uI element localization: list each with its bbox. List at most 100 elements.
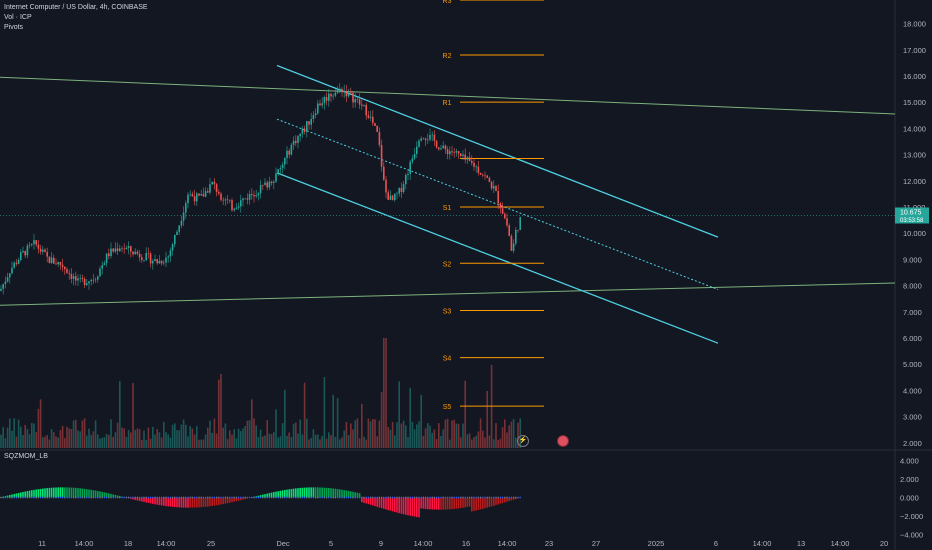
event-icon[interactable] [557,435,569,447]
candle-body [378,132,381,145]
squeeze-dot [462,496,464,499]
squeeze-dot [422,496,424,499]
volume-bar [297,433,299,448]
momentum-bar [31,490,33,498]
price-tick-label: 18.000 [903,20,926,29]
squeeze-dot [299,496,301,499]
candle-body [17,259,20,264]
time-tick-label: 13 [797,539,805,548]
momentum-bar [224,497,227,504]
volume-bars [0,338,521,448]
candle-body [114,248,117,252]
squeeze-dot [317,496,319,499]
squeeze-dot [345,496,347,499]
squeeze-dot [403,496,405,499]
volume-indicator-label[interactable]: Vol · ICP [4,14,32,21]
squeeze-dot [224,496,226,499]
squeeze-dot [271,496,273,499]
squeeze-dot [103,496,105,499]
candle-body [134,251,136,255]
momentum-bar [323,487,326,498]
squeeze-dot [46,496,48,499]
squeeze-dot [370,496,372,499]
axes: 18.000 17.000 16.000 15.000 14.000 13.000 12.0… [38,20,929,548]
momentum-bar [50,487,53,498]
volume-bar [493,439,495,448]
squeeze-dot [484,496,486,499]
momentum-bar [182,497,185,508]
candle-body [209,184,211,193]
squeeze-dot [24,496,26,499]
candle-body [413,153,416,159]
squeeze-dot [262,496,264,499]
price-tick-label: 7.000 [903,308,922,317]
momentum-bar [416,497,418,517]
oscillator-tick-label: −4.000 [900,530,923,539]
candle-body [442,145,444,149]
momentum-bar [229,497,231,503]
squeeze-dot [156,496,158,499]
volume-bar [213,418,216,448]
candle-body [158,260,161,264]
volume-bar [471,439,473,448]
momentum-bar [101,491,103,498]
momentum-bar [75,487,77,498]
candle-body [416,146,418,154]
candle-body [90,279,92,282]
symbol-title[interactable]: Internet Computer / US Dollar, 4h, COINB… [4,4,148,11]
candle-body [79,277,81,279]
momentum-bar [431,497,433,510]
squeeze-dot [136,496,138,499]
oscillator-label[interactable]: SQZMOM_LB [4,453,48,460]
squeeze-dot [438,496,440,499]
momentum-bar [325,487,328,498]
squeeze-dot [394,496,396,499]
squeeze-dot [341,496,343,499]
momentum-bar [288,489,290,498]
momentum-bar [220,497,222,505]
momentum-bar [185,497,187,508]
squeeze-dot [449,496,451,499]
squeeze-dot [348,496,350,499]
momentum-bar [270,492,273,498]
channel-median-line [276,118,719,290]
squeeze-dot [279,496,281,499]
volume-bar [50,429,53,448]
squeeze-dot [363,496,365,499]
momentum-bar [369,497,372,505]
pivots-indicator-label[interactable]: Pivots [4,24,24,31]
squeeze-dot [255,496,257,499]
volume-bar [15,436,18,448]
momentum-bar [264,494,266,498]
candle-body [119,248,121,251]
volume-bar [226,439,229,448]
candle-body [152,261,154,264]
candle-body [255,195,257,197]
squeeze-dot [183,496,185,499]
momentum-bar [297,488,299,498]
squeeze-dot [121,496,123,499]
candle-body [138,253,141,258]
volume-bar [108,434,110,448]
volume-bar [451,420,453,448]
squeeze-dot [400,496,402,499]
momentum-bar [493,497,495,506]
candle-body [297,136,299,143]
candle-body [123,248,125,250]
squeeze-dot [477,496,479,499]
volume-bar [86,435,88,448]
bolt-icon[interactable]: ⚡ [517,435,529,447]
squeeze-dot [519,496,521,499]
momentum-bar [376,497,378,507]
squeeze-dot [238,496,240,499]
volume-bar [475,435,477,448]
volume-bar [189,426,191,448]
volume-bar [321,436,323,448]
squeeze-dot [187,496,189,499]
squeeze-dot [416,496,418,499]
squeeze-dot [447,496,449,499]
squeeze-dot [158,496,160,499]
momentum-bar [204,497,207,507]
candle-body [143,260,145,261]
